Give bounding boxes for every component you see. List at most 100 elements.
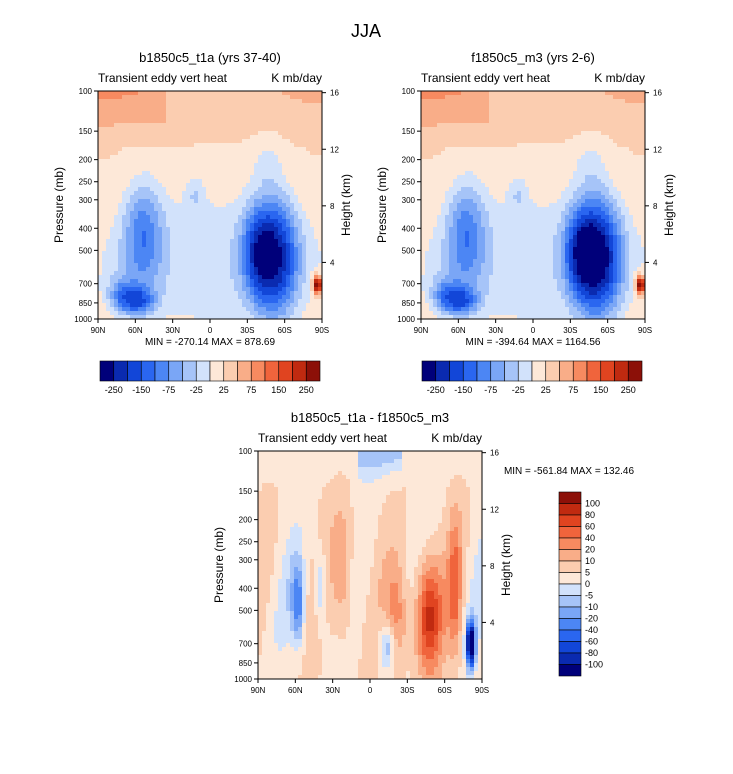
field-cell [150, 195, 155, 200]
field-cell [118, 267, 123, 272]
field-cell [106, 227, 111, 232]
field-cell [182, 95, 187, 100]
field-cell [481, 139, 486, 144]
field-cell [298, 91, 303, 96]
field-cell [605, 195, 610, 200]
field-cell [262, 179, 267, 184]
field-cell [545, 163, 550, 168]
field-cell [581, 151, 586, 156]
field-cell [242, 287, 247, 292]
field-cell [437, 211, 442, 216]
field-cell [286, 195, 291, 200]
field-cell [565, 131, 570, 136]
field-cell [234, 283, 239, 288]
field-cell [601, 127, 606, 132]
field-cell [513, 159, 518, 164]
field-cell [481, 131, 486, 136]
field-cell [126, 295, 131, 300]
field-cell [282, 195, 287, 200]
field-cell [505, 139, 510, 144]
field-cell [110, 187, 115, 192]
field-cell [114, 127, 119, 132]
field-cell [186, 295, 191, 300]
field-cell [218, 207, 223, 212]
field-cell [633, 123, 638, 128]
field-cell [242, 179, 247, 184]
field-cell [122, 195, 127, 200]
field-cell [429, 95, 434, 100]
field-cell [473, 107, 478, 112]
field-cell [298, 315, 303, 320]
field-cell [126, 179, 131, 184]
field-cell [613, 199, 618, 204]
field-cell [114, 207, 119, 212]
field-cell [154, 199, 159, 204]
field-cell [118, 139, 123, 144]
field-cell [585, 119, 590, 124]
field-cell [433, 143, 438, 148]
field-cell [270, 155, 275, 160]
field-cell [194, 203, 199, 208]
field-cell [617, 123, 622, 128]
field-cell [525, 155, 530, 160]
field-cell [286, 251, 291, 256]
field-cell [581, 127, 586, 132]
field-cell [521, 163, 526, 168]
field-cell [174, 267, 179, 272]
field-cell [250, 211, 255, 216]
field-cell [146, 143, 151, 148]
field-cell [302, 111, 307, 116]
field-cell [150, 291, 155, 296]
field-cell [142, 259, 147, 264]
field-cell [318, 191, 323, 196]
field-cell [154, 299, 159, 304]
field-cell [489, 135, 494, 140]
field-cell [246, 315, 251, 320]
field-cell [194, 303, 199, 308]
field-cell [106, 147, 111, 152]
field-cell [509, 183, 514, 188]
field-cell [106, 91, 111, 96]
field-cell [625, 167, 630, 172]
field-cell [154, 215, 159, 220]
field-cell [577, 99, 582, 104]
field-cell [433, 207, 438, 212]
field-cell [254, 303, 259, 308]
field-cell [525, 203, 530, 208]
field-cell [581, 143, 586, 148]
field-cell [597, 119, 602, 124]
field-cell [170, 123, 175, 128]
field-cell [254, 119, 259, 124]
field-cell [170, 303, 175, 308]
field-cell [625, 127, 630, 132]
field-cell [234, 151, 239, 156]
field-cell [218, 163, 223, 168]
field-cell [114, 123, 119, 128]
field-cell [238, 191, 243, 196]
field-cell [142, 243, 147, 248]
field-cell [166, 131, 171, 136]
colorbar-swatch [195, 360, 211, 382]
field-cell [429, 175, 434, 180]
field-cell [593, 155, 598, 160]
field-cell [246, 235, 251, 240]
field-cell [166, 227, 171, 232]
field-cell [214, 175, 219, 180]
field-cell [294, 99, 299, 104]
field-cell [469, 159, 474, 164]
field-cell [198, 139, 203, 144]
field-cell [258, 243, 263, 248]
field-cell [282, 143, 287, 148]
field-cell [230, 175, 235, 180]
field-cell [162, 91, 167, 96]
field-cell [198, 171, 203, 176]
field-cell [274, 191, 279, 196]
field-cell [286, 199, 291, 204]
field-cell [521, 183, 526, 188]
field-cell [250, 195, 255, 200]
field-cell [609, 183, 614, 188]
field-cell [481, 99, 486, 104]
field-cell [453, 107, 458, 112]
field-cell [142, 315, 147, 320]
field-cell [118, 199, 123, 204]
